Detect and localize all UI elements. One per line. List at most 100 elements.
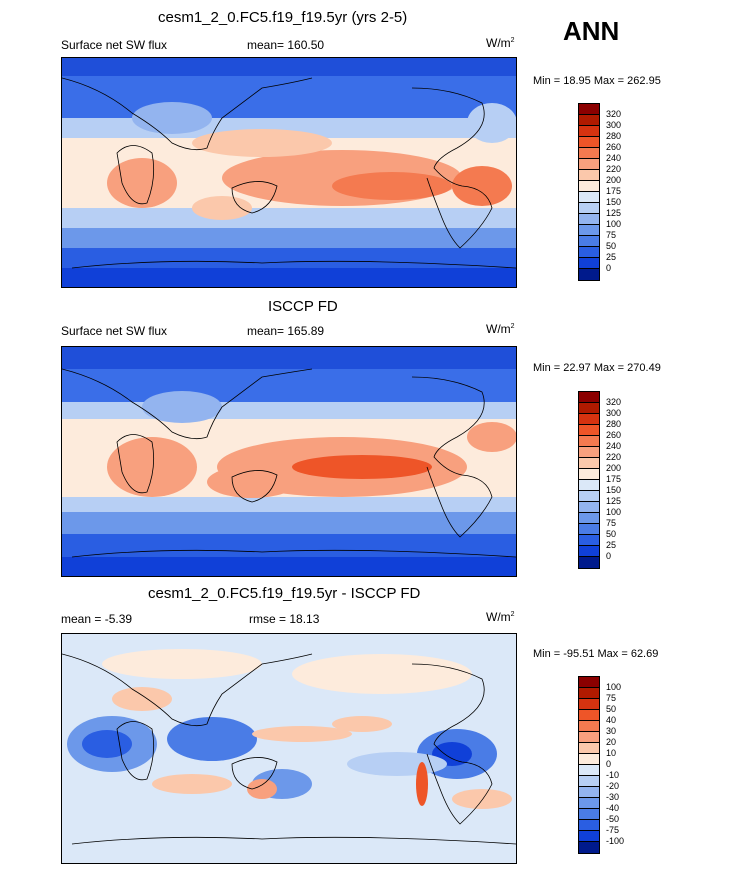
colorbar-tick-label: 175 <box>606 186 622 196</box>
colorbar-segment <box>579 688 599 699</box>
panel3-map <box>61 633 517 864</box>
colorbar-segment <box>579 513 599 524</box>
colorbar-segment <box>579 403 599 414</box>
panel1-map <box>61 57 517 288</box>
panel1-minmax: Min = 18.95 Max = 262.95 <box>533 75 661 87</box>
colorbar-tick-label: 75 <box>606 230 617 240</box>
colorbar-segment <box>579 170 599 181</box>
season-label: ANN <box>563 16 620 46</box>
colorbar-tick-label: 220 <box>606 164 622 174</box>
colorbar-tick-label: 200 <box>606 175 622 185</box>
colorbar-segment <box>579 225 599 236</box>
colorbar-segment <box>579 732 599 743</box>
colorbar-tick-label: 260 <box>606 142 622 152</box>
colorbar-segment <box>579 809 599 820</box>
colorbar-tick-label: 10 <box>606 748 617 758</box>
colorbar-tick-label: -100 <box>606 836 625 846</box>
colorbar-segment <box>579 414 599 425</box>
colorbar-tick-label: 0 <box>606 551 612 561</box>
colorbar-tick-label: -20 <box>606 781 620 791</box>
colorbar-tick-label: 25 <box>606 252 617 262</box>
colorbar-tick-label: 100 <box>606 682 622 692</box>
colorbar-tick-label: 50 <box>606 704 617 714</box>
colorbar-segment <box>579 203 599 214</box>
colorbar-segment <box>579 258 599 269</box>
colorbar-tick-label: 280 <box>606 419 622 429</box>
colorbar-segment <box>579 192 599 203</box>
colorbar-tick-label: 240 <box>606 441 622 451</box>
colorbar-segment <box>579 787 599 798</box>
colorbar-segment <box>579 820 599 831</box>
colorbar-tick-label: 300 <box>606 408 622 418</box>
colorbar-segment <box>579 447 599 458</box>
colorbar-segment <box>579 181 599 192</box>
colorbar-segment <box>579 831 599 842</box>
colorbar-segment <box>579 776 599 787</box>
colorbar-tick-label: 320 <box>606 109 622 119</box>
colorbar-segment <box>579 524 599 535</box>
panel3-title: cesm1_2_0.FC5.f19_f19.5yr - ISCCP FD <box>148 585 421 602</box>
colorbar-segment <box>579 104 599 115</box>
colorbar-tick-label: 75 <box>606 518 617 528</box>
colorbar-segment <box>579 458 599 469</box>
colorbar-segment <box>579 425 599 436</box>
panel3-colorbar <box>578 676 600 854</box>
colorbar-segment <box>579 159 599 170</box>
colorbar-tick-label: 50 <box>606 241 617 251</box>
colorbar-tick-label: 150 <box>606 485 622 495</box>
colorbar-tick-label: 280 <box>606 131 622 141</box>
colorbar-tick-label: 150 <box>606 197 622 207</box>
colorbar-tick-label: 0 <box>606 759 612 769</box>
panel2-title: ISCCP FD <box>268 298 338 315</box>
colorbar-segment <box>579 677 599 688</box>
panel2-mean: mean= 165.89 <box>247 324 325 338</box>
colorbar-tick-label: 20 <box>606 737 617 747</box>
colorbar-tick-label: 0 <box>606 263 612 273</box>
colorbar-tick-label: 260 <box>606 430 622 440</box>
panel1-colorbar <box>578 103 600 281</box>
colorbar-segment <box>579 765 599 776</box>
panel2-map <box>61 346 517 577</box>
colorbar-tick-label: 100 <box>606 219 622 229</box>
colorbar-tick-label: 320 <box>606 397 622 407</box>
colorbar-tick-label: -10 <box>606 770 620 780</box>
colorbar-segment <box>579 699 599 710</box>
colorbar-segment <box>579 436 599 447</box>
panel2-variable: Surface net SW flux <box>61 324 168 338</box>
colorbar-tick-label: -30 <box>606 792 620 802</box>
colorbar-tick-label: 100 <box>606 507 622 517</box>
colorbar-tick-label: -40 <box>606 803 620 813</box>
panel3-rmse: rmse = 18.13 <box>249 612 320 626</box>
colorbar-tick-label: 30 <box>606 726 617 736</box>
colorbar-segment <box>579 721 599 732</box>
panel1-title: cesm1_2_0.FC5.f19_f19.5yr (yrs 2-5) <box>158 9 408 26</box>
colorbar-segment <box>579 502 599 513</box>
panel2-colorbar <box>578 391 600 569</box>
colorbar-segment <box>579 491 599 502</box>
colorbar-segment <box>579 754 599 765</box>
colorbar-tick-label: 25 <box>606 540 617 550</box>
colorbar-segment <box>579 269 599 280</box>
colorbar-tick-label: 125 <box>606 496 622 506</box>
colorbar-tick-label: 240 <box>606 153 622 163</box>
colorbar-segment <box>579 798 599 809</box>
colorbar-tick-label: 220 <box>606 452 622 462</box>
colorbar-segment <box>579 546 599 557</box>
colorbar-segment <box>579 126 599 137</box>
colorbar-segment <box>579 743 599 754</box>
colorbar-segment <box>579 137 599 148</box>
colorbar-tick-label: 75 <box>606 693 617 703</box>
colorbar-segment <box>579 115 599 126</box>
colorbar-segment <box>579 469 599 480</box>
colorbar-tick-label: 300 <box>606 120 622 130</box>
panel2-units: W/m2 <box>486 322 515 336</box>
panel1-variable: Surface net SW flux <box>61 38 168 52</box>
colorbar-tick-label: 175 <box>606 474 622 484</box>
colorbar-tick-label: 50 <box>606 529 617 539</box>
panel3-minmax: Min = -95.51 Max = 62.69 <box>533 648 659 660</box>
panel2-minmax: Min = 22.97 Max = 270.49 <box>533 362 661 374</box>
colorbar-segment <box>579 557 599 568</box>
colorbar-tick-label: -50 <box>606 814 620 824</box>
panel3-mean: mean = -5.39 <box>61 612 133 626</box>
panel3-units: W/m2 <box>486 610 515 624</box>
